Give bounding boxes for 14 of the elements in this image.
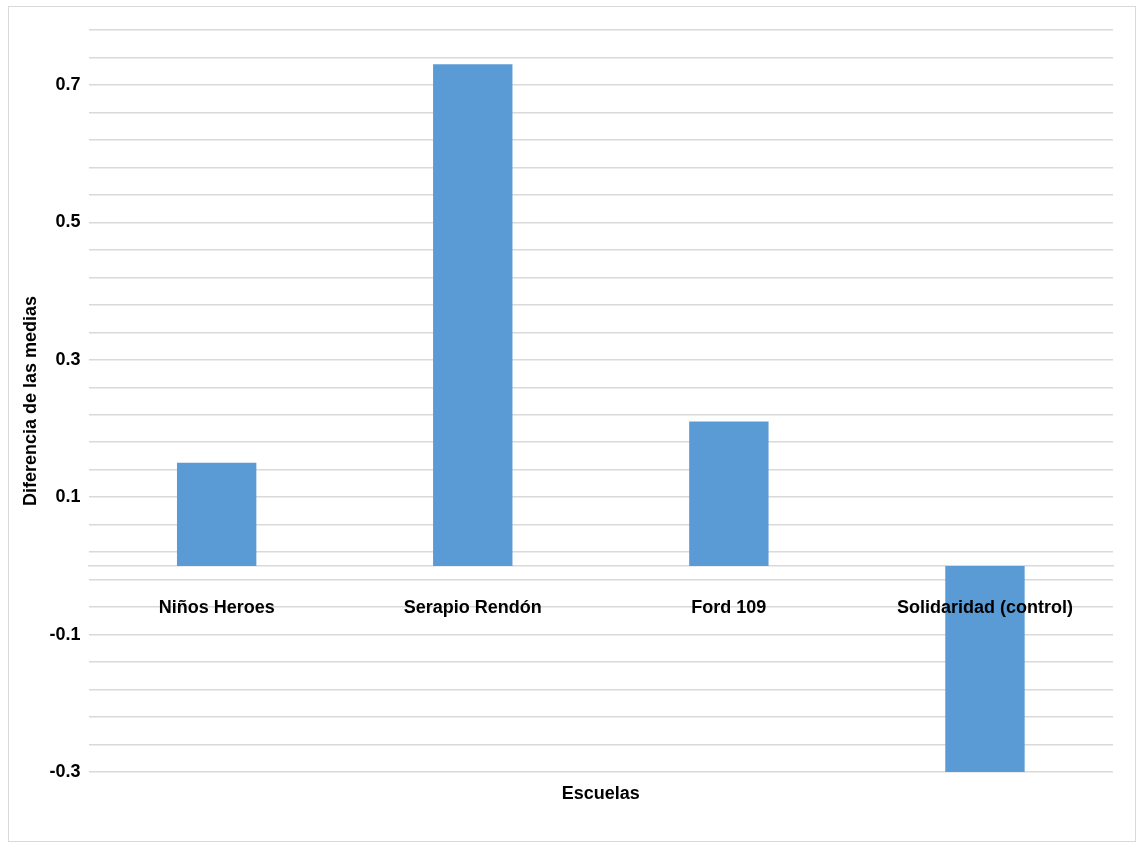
y-tick-label: 0.3 xyxy=(55,348,81,369)
bar xyxy=(433,64,513,566)
y-tick-label: -0.3 xyxy=(49,760,81,781)
y-tick-label: -0.1 xyxy=(49,623,81,644)
y-axis-title: Diferencia de las medias xyxy=(19,295,40,507)
y-tick-label: 0.5 xyxy=(55,211,81,232)
x-tick-label: Niños Heroes xyxy=(158,596,275,617)
bar xyxy=(176,462,257,566)
y-tick-label: 0.7 xyxy=(55,73,81,94)
x-tick-label: Serapio Rendón xyxy=(403,596,542,617)
x-axis-title: Escuelas xyxy=(561,782,640,803)
x-tick-label: Ford 109 xyxy=(691,596,767,617)
y-tick-label: 0.1 xyxy=(55,486,81,507)
bar xyxy=(689,421,769,566)
